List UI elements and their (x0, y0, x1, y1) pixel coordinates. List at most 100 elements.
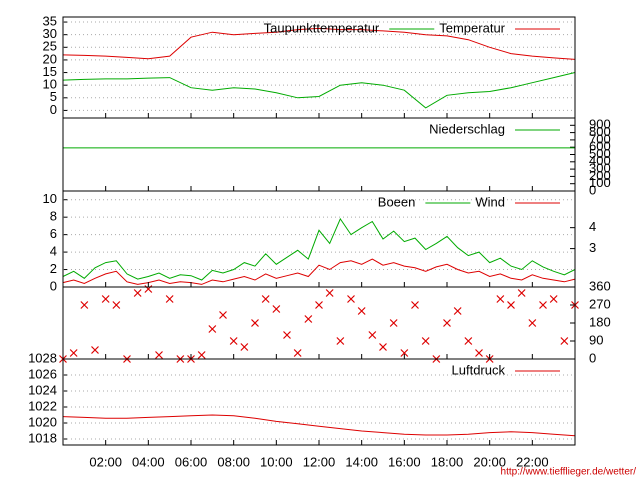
y-tick-label: 5 (50, 89, 57, 104)
x-tick-label: 16:00 (388, 454, 421, 469)
data-point (197, 351, 206, 359)
legend-label: Wind (475, 194, 505, 209)
legend-label: Taupunkttemperatur (264, 20, 380, 35)
y-tick-label: 20 (43, 51, 57, 66)
y2-tick-label: 180 (589, 314, 611, 329)
data-point (496, 295, 505, 303)
data-point (379, 343, 387, 351)
data-line (62, 72, 576, 109)
data-point (315, 301, 323, 309)
y-tick-label: 1024 (28, 382, 57, 397)
data-point (155, 351, 163, 359)
data-point (347, 295, 355, 303)
data-point (91, 346, 99, 354)
y-tick-label: 30 (43, 26, 57, 41)
data-point (304, 315, 313, 323)
legend-label: Temperatur (439, 20, 505, 35)
y-tick-label: 4 (50, 244, 57, 259)
y2-tick-label: 360 (589, 278, 611, 293)
x-tick-label: 20:00 (473, 454, 506, 469)
data-point (251, 319, 259, 327)
data-point (219, 311, 227, 319)
y2-tick-label: 90 (589, 332, 603, 347)
y-tick-label: 10 (43, 191, 57, 206)
y2-tick-label: 3 (589, 240, 596, 255)
legend-label: Boeen (378, 194, 416, 209)
footer-url: http://www.tiefflieger.de/wetter/ (501, 467, 637, 478)
y-tick-label: 15 (43, 64, 57, 79)
y-tick-label: 0 (50, 278, 57, 293)
data-point (443, 319, 451, 327)
data-point (112, 301, 121, 309)
data-line (62, 217, 576, 281)
data-point (101, 295, 110, 303)
data-point (389, 319, 398, 327)
data-point (80, 301, 89, 309)
y-tick-label: 35 (43, 13, 57, 28)
x-tick-label: 02:00 (89, 454, 122, 469)
y-tick-label: 1018 (28, 430, 57, 445)
data-line (62, 27, 576, 60)
x-tick-label: 18:00 (431, 454, 464, 469)
x-tick-label: 22:00 (516, 454, 549, 469)
y-tick-label: 1022 (28, 398, 57, 413)
data-point (507, 301, 515, 309)
data-point (539, 301, 547, 309)
y-tick-label: 0 (50, 102, 57, 117)
y2-tick-label: 500 (589, 146, 611, 161)
y2-tick-label: 0 (589, 182, 596, 197)
data-point (165, 295, 174, 303)
y2-tick-label: 200 (589, 168, 611, 183)
data-point (528, 319, 537, 327)
data-point (69, 349, 78, 357)
y-tick-label: 1028 (28, 350, 57, 365)
y2-tick-label: 300 (589, 161, 611, 176)
data-point (261, 295, 270, 303)
y2-tick-label: 0 (589, 350, 596, 365)
y2-tick-label: 700 (589, 131, 611, 146)
data-point (133, 289, 142, 297)
data-point (272, 305, 281, 313)
y2-tick-label: 400 (589, 153, 611, 168)
data-point (560, 337, 569, 345)
data-point (517, 289, 526, 297)
data-point (475, 349, 483, 357)
data-point (336, 337, 345, 345)
legend-label: Luftdruck (452, 362, 506, 377)
data-point (229, 337, 238, 345)
panel-border (62, 358, 576, 446)
y2-tick-label: 270 (589, 296, 611, 311)
x-tick-label: 14:00 (345, 454, 378, 469)
y-tick-label: 25 (43, 39, 57, 54)
x-tick-label: 12:00 (303, 454, 336, 469)
data-line (62, 414, 576, 437)
y-tick-label: 10 (43, 77, 57, 92)
data-point (283, 331, 291, 339)
x-tick-label: 10:00 (260, 454, 293, 469)
y-tick-label: 8 (50, 209, 57, 224)
data-point (421, 337, 430, 345)
y2-tick-label: 900 (589, 117, 611, 132)
panel-border (62, 286, 576, 360)
data-point (293, 349, 302, 357)
data-point (368, 331, 377, 339)
x-tick-label: 08:00 (217, 454, 250, 469)
data-point (411, 301, 419, 309)
y-tick-label: 2 (50, 261, 57, 276)
y-tick-label: 1026 (28, 366, 57, 381)
y2-tick-label: 800 (589, 124, 611, 139)
data-point (464, 337, 473, 345)
y2-tick-label: 4 (589, 219, 596, 234)
x-tick-label: 06:00 (175, 454, 208, 469)
data-point (549, 295, 558, 303)
y2-tick-label: 100 (589, 175, 611, 190)
data-point (240, 343, 249, 351)
data-point (325, 289, 334, 297)
data-line (62, 258, 576, 285)
x-tick-label: 04:00 (132, 454, 165, 469)
data-point (400, 349, 409, 357)
data-point (453, 307, 462, 315)
y-tick-label: 1020 (28, 414, 57, 429)
data-point (208, 325, 217, 333)
